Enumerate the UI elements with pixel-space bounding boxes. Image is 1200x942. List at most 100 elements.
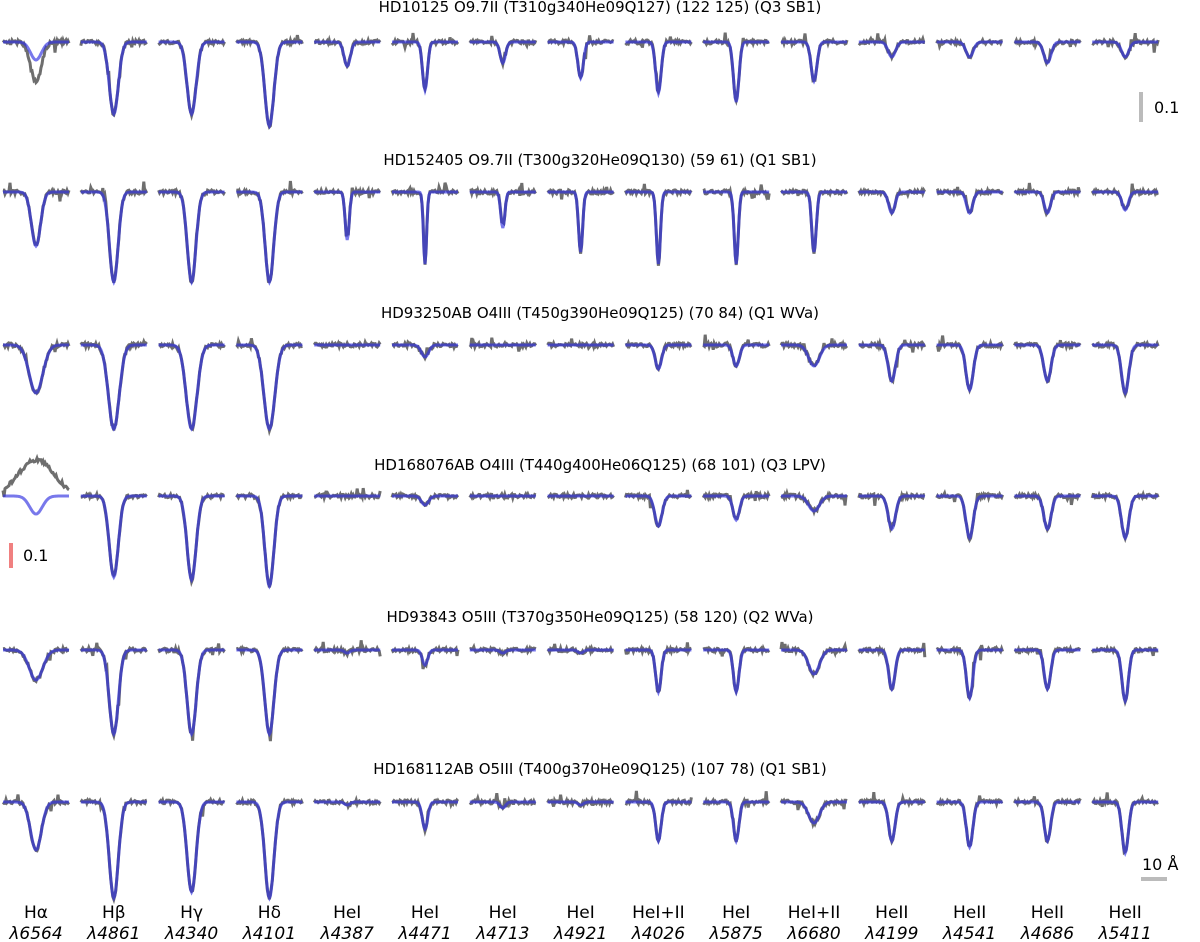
- model-fit-line: [1014, 648, 1081, 693]
- model-fit-line: [936, 343, 1003, 393]
- column-label-wavelength: λ5875: [709, 924, 763, 942]
- line-panel: [79, 337, 148, 432]
- column-label-name: HeI: [566, 903, 594, 923]
- star-title: HD152405 O9.7II (T300g320He09Q130) (59 6…: [383, 151, 816, 169]
- line-panel: [79, 35, 148, 118]
- column-label-wavelength: λ6564: [8, 924, 62, 942]
- wavelength-scale-label: 10 Å: [1142, 855, 1178, 874]
- model-fit-line: [1014, 343, 1081, 384]
- model-fit-line: [80, 648, 147, 738]
- line-panel: [1091, 339, 1160, 399]
- line-panel: [235, 335, 303, 437]
- line-panel: [1, 794, 71, 853]
- flux-scale-bar-gray: 0.1: [1139, 92, 1179, 122]
- line-panel: [935, 489, 1005, 544]
- line-panel: [2, 643, 70, 684]
- observed-spectrum-line: [779, 338, 849, 368]
- model-fit-line: [781, 40, 847, 85]
- observed-spectrum-line: [80, 489, 148, 578]
- model-fit-line: [314, 40, 381, 69]
- model-fit-line: [158, 190, 225, 286]
- line-panel: [157, 642, 226, 741]
- model-fit-line: [547, 800, 614, 807]
- line-panel: [2, 337, 71, 396]
- line-panel: [702, 334, 771, 369]
- line-panel: [935, 643, 1005, 702]
- line-panel: [79, 642, 148, 742]
- line-panel: [1091, 792, 1159, 858]
- model-fit-line: [80, 494, 147, 581]
- observed-spectrum-line: [1013, 35, 1082, 68]
- line-panel: [1, 453, 70, 516]
- model-fit-line: [781, 800, 847, 825]
- model-fit-line: [158, 648, 225, 738]
- line-panel: [157, 186, 226, 286]
- model-fit-line: [781, 190, 847, 253]
- model-fit-line: [703, 190, 770, 265]
- model-fit-line: [1092, 494, 1159, 541]
- line-panel: [1013, 35, 1082, 68]
- line-panel: [623, 489, 693, 529]
- model-fit-line: [625, 40, 692, 99]
- line-panel: [391, 797, 460, 837]
- model-fit-line: [392, 648, 458, 668]
- observed-spectrum-line: [235, 180, 304, 284]
- model-fit-line: [158, 800, 225, 896]
- model-fit-line: [3, 494, 69, 516]
- line-panel: [157, 36, 226, 122]
- line-panel: [468, 35, 538, 71]
- observed-spectrum-line: [158, 337, 226, 432]
- column-label-wavelength: λ4199: [864, 924, 918, 942]
- model-fit-line: [858, 800, 925, 845]
- column-label-wavelength: λ4387: [320, 924, 375, 942]
- line-panel: [779, 338, 849, 368]
- model-fit-line: [80, 190, 147, 286]
- column-label-name: HeII: [1031, 903, 1064, 923]
- line-panel: [235, 795, 304, 902]
- line-panel: [313, 640, 382, 659]
- model-fit-line: [703, 648, 770, 697]
- flux-scale-label-red: 0.1: [23, 546, 48, 565]
- model-fit-line: [236, 40, 303, 130]
- line-panel: [468, 489, 537, 504]
- model-fit-line: [936, 190, 1003, 216]
- observed-spectrum-line: [779, 797, 848, 830]
- observed-spectrum-line: [1013, 643, 1082, 693]
- line-panel: [313, 185, 382, 241]
- model-fit-line: [158, 494, 225, 584]
- flux-scale-bar-red: 0.1: [9, 543, 48, 568]
- line-panel: [468, 792, 537, 812]
- model-fit-line: [236, 494, 303, 590]
- model-fit-line: [469, 648, 536, 655]
- observed-spectrum-line: [235, 335, 303, 437]
- model-fit-line: [1092, 800, 1159, 858]
- column-label-name: HeI: [333, 903, 361, 923]
- column-label-name: Hβ: [102, 903, 126, 923]
- observed-spectrum-line: [546, 337, 616, 352]
- line-panel: [546, 337, 616, 352]
- model-fit-line: [625, 648, 692, 697]
- line-panel: [1013, 182, 1082, 218]
- observed-spectrum-line: [935, 643, 1005, 701]
- model-fit-line: [1014, 494, 1081, 532]
- line-panel: [547, 35, 615, 82]
- model-fit-line: [158, 40, 225, 118]
- flux-scale-label-gray: 0.1: [1154, 98, 1179, 117]
- column-label-name: HeII: [1109, 903, 1142, 923]
- line-panel: [235, 34, 304, 130]
- observed-spectrum-line: [469, 182, 537, 227]
- line-panel: [780, 33, 849, 85]
- model-fit-line: [625, 343, 692, 372]
- observed-spectrum-line: [702, 791, 771, 843]
- model-fit-line: [703, 494, 770, 523]
- model-fit-line: [236, 800, 303, 902]
- line-panel: [1, 34, 71, 86]
- line-panel: [1013, 643, 1082, 693]
- line-panel: [469, 642, 537, 658]
- line-panel: [624, 36, 693, 99]
- column-label-name: HeII: [875, 903, 908, 923]
- line-panel: [624, 790, 693, 846]
- model-fit-line: [781, 494, 847, 513]
- model-fit-line: [858, 648, 925, 693]
- observed-spectrum-line: [1090, 644, 1159, 708]
